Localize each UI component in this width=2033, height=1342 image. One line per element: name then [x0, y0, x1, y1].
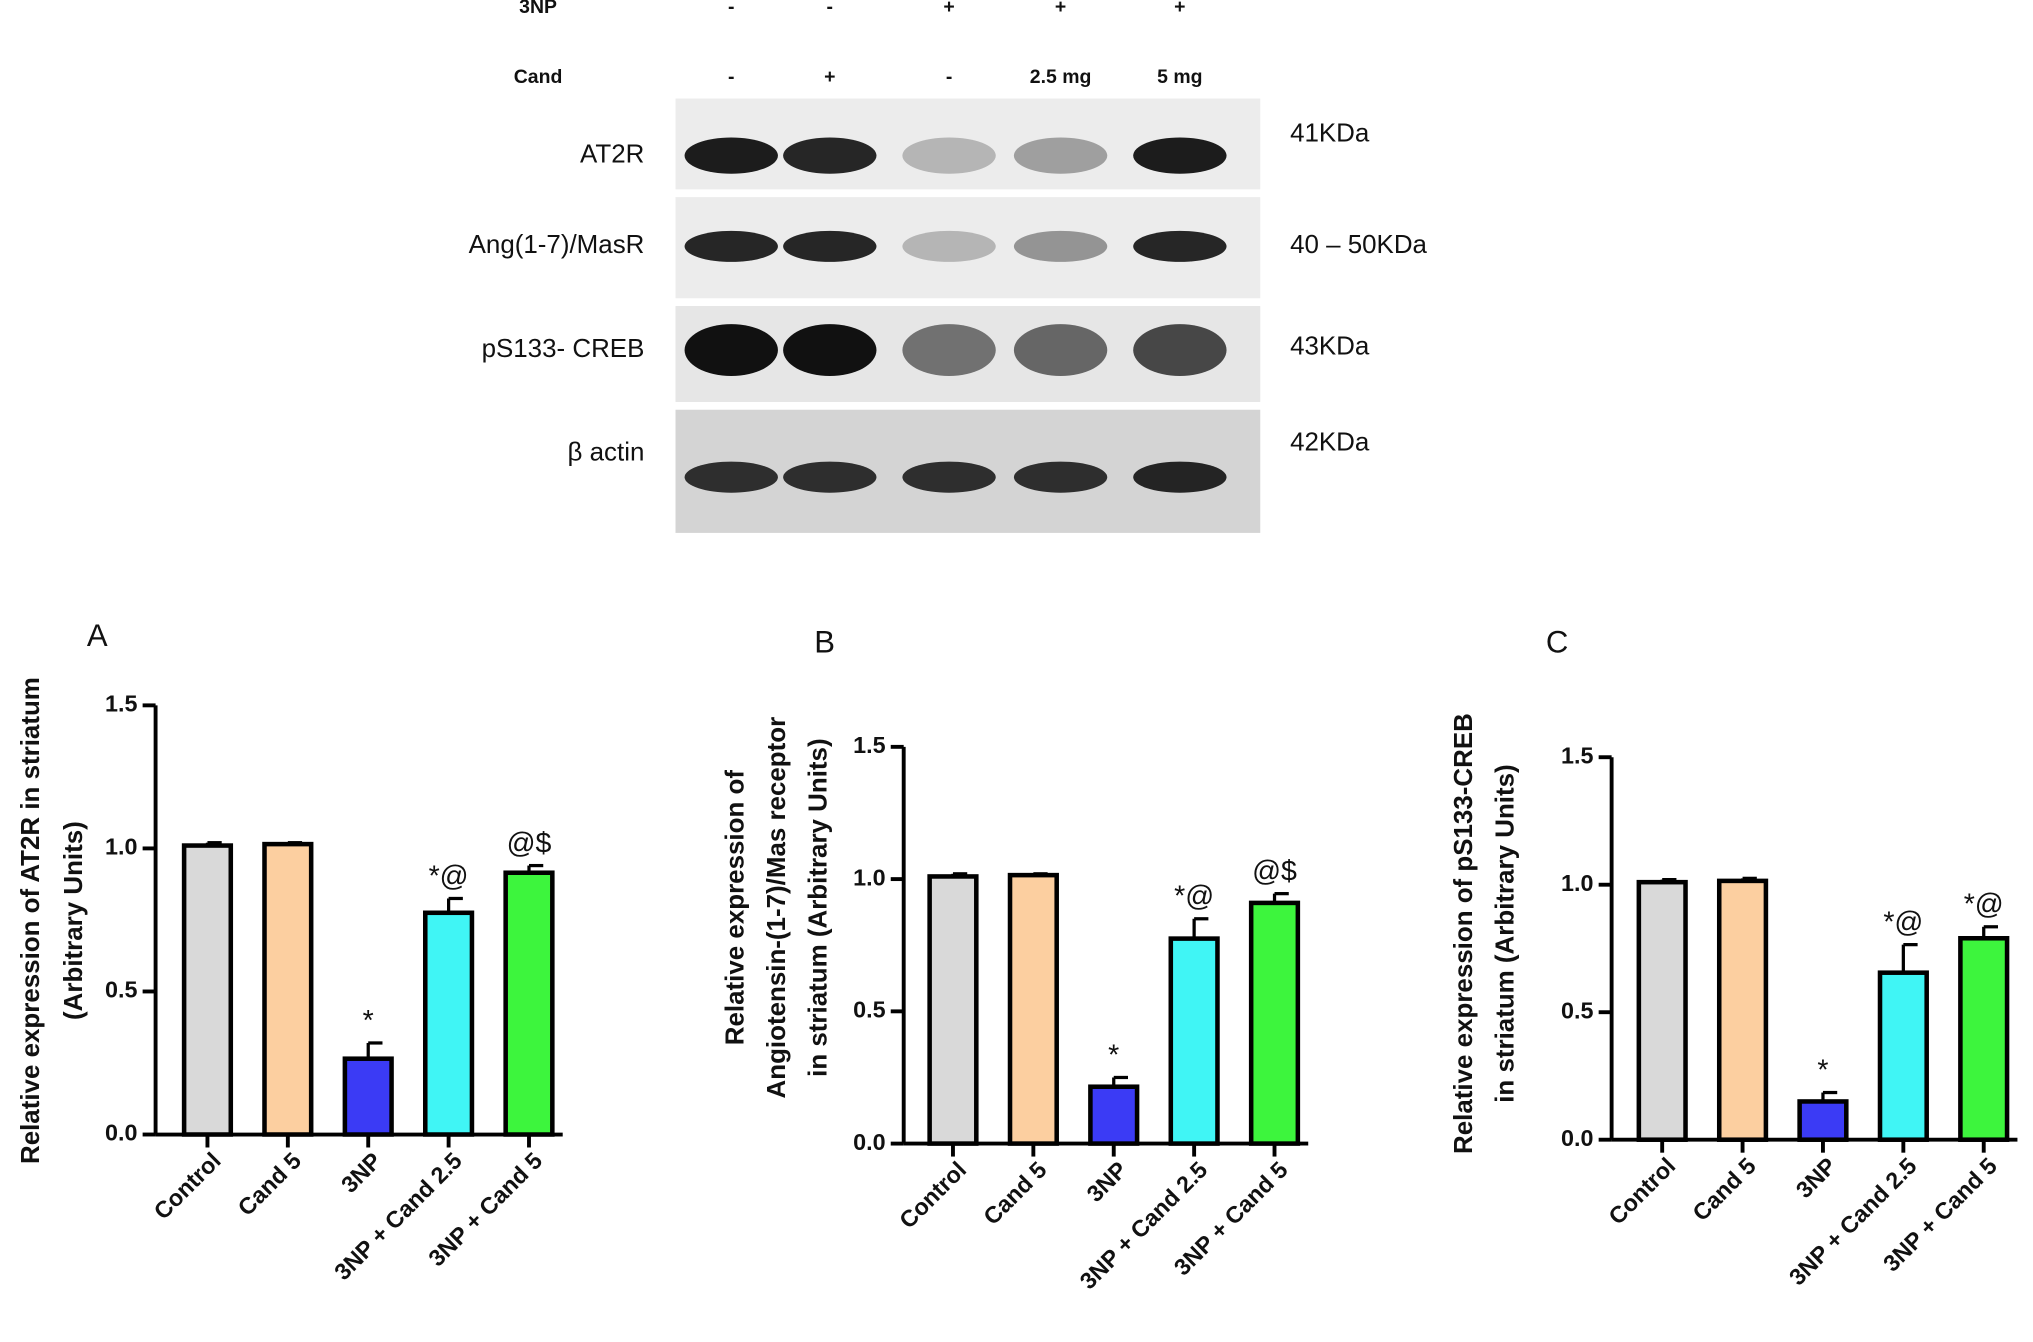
bar — [423, 910, 475, 1137]
panel-label: A — [87, 618, 108, 653]
bar — [503, 870, 555, 1137]
band-size: 41KDa — [1290, 120, 1370, 148]
blot-band — [684, 461, 778, 493]
y-axis-label: in striatum (Arbitrary Units) — [804, 738, 832, 1076]
band-label: β actin — [568, 439, 645, 467]
band-size: 42KDa — [1290, 428, 1370, 456]
band-size: 40 – 50KDa — [1290, 231, 1427, 259]
significance-label: * — [1817, 1054, 1828, 1086]
blot-band — [902, 230, 996, 262]
blot-band — [1133, 461, 1227, 493]
blot-band — [1013, 324, 1108, 377]
y-axis-label: in striatum (Arbitrary Units) — [1491, 764, 1519, 1102]
y-tick-label: 0.0 — [853, 1129, 885, 1155]
significance-label: *@ — [1883, 906, 1923, 938]
significance-label: *@ — [1964, 889, 2004, 921]
y-tick-label: 0.5 — [853, 997, 885, 1023]
blot-band — [783, 137, 877, 174]
y-axis-label: Relative expression of — [721, 770, 749, 1046]
y-tick-label: 0.5 — [105, 977, 137, 1003]
blot-band — [902, 461, 996, 493]
blot-band — [1133, 324, 1227, 377]
y-tick-label: 0.0 — [1561, 1125, 1593, 1151]
significance-label: *@ — [1174, 881, 1214, 913]
y-tick-label: 1.0 — [105, 834, 137, 860]
y-tick-label: 1.0 — [853, 864, 885, 890]
panel-label: C — [1546, 625, 1568, 660]
bar — [181, 843, 234, 1137]
x-tick-label: 3NP — [1082, 1156, 1132, 1206]
y-tick-label: 1.5 — [853, 732, 885, 758]
y-axis-label: (Arbitrary Units) — [60, 821, 88, 1020]
blot-band — [684, 324, 778, 377]
blot-band — [1133, 137, 1227, 174]
x-tick-label: Cand 5 — [233, 1147, 306, 1220]
blot-band — [902, 137, 996, 174]
condition-value: - — [946, 66, 952, 88]
blot-band — [684, 230, 778, 262]
blot-band — [902, 324, 996, 377]
bar — [1088, 1084, 1140, 1146]
bar — [1958, 935, 2010, 1142]
significance-label: *@ — [429, 860, 469, 892]
y-tick-label: 1.0 — [1561, 870, 1593, 896]
bar — [342, 1056, 394, 1137]
condition-value: + — [1055, 0, 1066, 18]
band-size: 43KDa — [1290, 332, 1370, 360]
y-tick-label: 0.0 — [105, 1120, 137, 1146]
x-tick-label: Control — [1603, 1153, 1680, 1230]
significance-label: @$ — [1252, 855, 1297, 887]
condition-value: 2.5 mg — [1030, 66, 1092, 88]
y-tick-label: 1.5 — [105, 691, 137, 717]
y-axis-label: Relative expression of pS133-CREB — [1450, 713, 1478, 1154]
significance-label: * — [363, 1005, 374, 1037]
condition-value: + — [824, 66, 835, 88]
bar — [1168, 936, 1220, 1146]
x-tick-label: Cand 5 — [1687, 1153, 1760, 1226]
y-tick-label: 1.5 — [1561, 742, 1593, 768]
band-label: Ang(1-7)/MasR — [469, 231, 645, 259]
bar — [1007, 872, 1059, 1146]
significance-label: * — [1108, 1039, 1119, 1071]
condition-value: - — [728, 66, 734, 88]
condition-value: - — [827, 0, 833, 18]
condition-value: - — [728, 0, 734, 18]
x-tick-label: 3NP — [336, 1147, 386, 1197]
bar — [1636, 879, 1688, 1142]
bar — [1248, 900, 1301, 1146]
condition-value: + — [943, 0, 954, 18]
band-label: pS133- CREB — [482, 335, 645, 363]
blot-band — [783, 461, 877, 493]
bar — [1877, 970, 1929, 1142]
y-axis-label: Angiotensin-(1-7)/Mas receptor — [763, 717, 791, 1099]
bar — [1797, 1099, 1849, 1142]
blot-band — [1013, 461, 1108, 493]
band-label: AT2R — [580, 140, 644, 168]
condition-value: + — [1174, 0, 1185, 18]
bar — [1716, 878, 1769, 1142]
blot-band — [783, 324, 877, 377]
panel-label: B — [814, 625, 835, 660]
y-tick-label: 0.5 — [1561, 997, 1593, 1023]
y-axis-label: Relative expression of AT2R in striatum — [17, 677, 45, 1164]
x-tick-label: Control — [894, 1156, 971, 1233]
condition-value: 5 mg — [1157, 66, 1202, 88]
blot-band — [1013, 137, 1108, 174]
blot-band — [1013, 230, 1108, 262]
condition-label: 3NP — [519, 0, 557, 18]
bar — [262, 841, 314, 1137]
x-tick-label: Cand 5 — [978, 1156, 1051, 1229]
blot-band — [783, 230, 877, 262]
x-tick-label: Control — [149, 1147, 226, 1224]
condition-label: Cand — [514, 66, 563, 88]
blot-band — [1133, 230, 1227, 262]
significance-label: @$ — [507, 827, 552, 859]
bar — [927, 874, 979, 1146]
x-tick-label: 3NP — [1791, 1153, 1841, 1203]
blot-band — [684, 137, 778, 174]
